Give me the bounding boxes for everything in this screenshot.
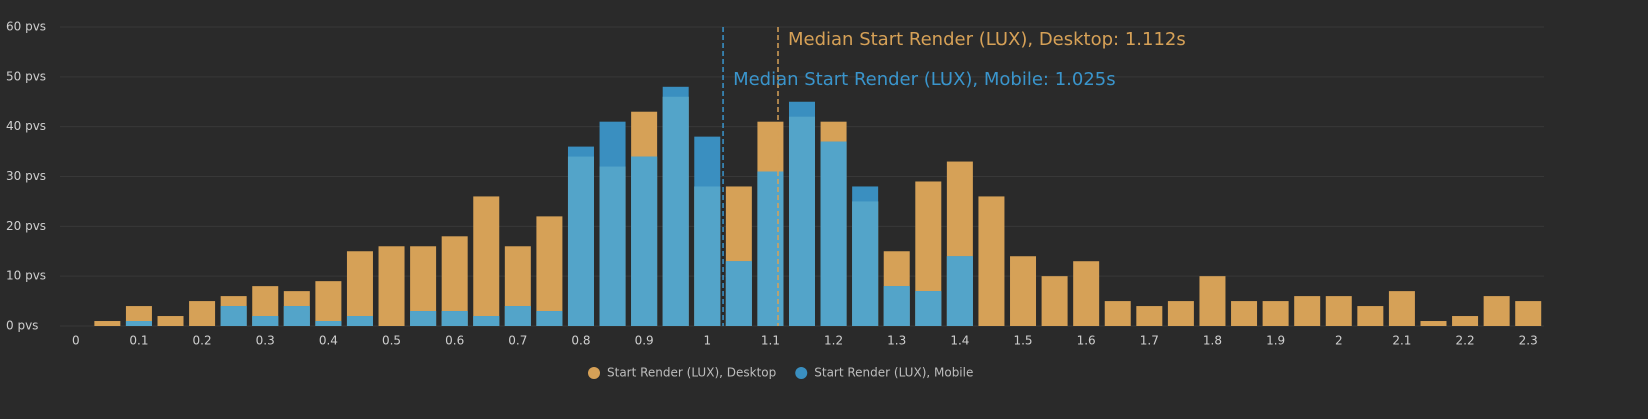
bar-overlap [820,141,847,326]
bar [378,246,405,326]
bar [1515,301,1542,326]
bar-overlap [852,201,879,326]
bar [536,216,563,326]
bar-overlap [504,306,531,326]
bar [1262,301,1289,326]
bar-overlap [946,256,973,326]
legend-label[interactable]: Start Render (LUX), Mobile [814,366,973,380]
bar [1041,276,1068,326]
bar-overlap [631,156,658,326]
bar [1167,301,1194,326]
x-tick-label: 1.4 [950,334,969,348]
bar-overlap [283,306,310,326]
bar [1136,306,1163,326]
bar [978,196,1005,326]
median-label: Median Start Render (LUX), Desktop: 1.11… [788,29,1186,50]
bar-overlap [220,306,247,326]
bar [1073,261,1100,326]
x-tick-label: 1.7 [1140,334,1159,348]
bar-overlap [125,321,152,326]
bar [1420,321,1447,326]
y-tick-label: 50 pvs [6,69,46,83]
bar [1010,256,1037,326]
x-tick-label: 0 [72,334,80,348]
bar-overlap [694,186,721,326]
x-tick-label: 1.2 [824,334,843,348]
bar-overlap [725,261,752,326]
bar [1357,306,1384,326]
x-tick-label: 1.1 [761,334,780,348]
x-tick-label: 1 [703,334,711,348]
bar [315,281,342,326]
bar-overlap [599,166,626,326]
x-tick-label: 0.8 [571,334,590,348]
bar-overlap [662,96,689,327]
y-tick-label: 0 pvs [6,319,38,333]
x-tick-label: 0.7 [508,334,527,348]
bar-overlap [346,316,373,326]
bar-overlap [252,316,279,326]
legend-label[interactable]: Start Render (LUX), Desktop [607,366,776,380]
x-tick-label: 0.9 [635,334,654,348]
bar [346,251,373,326]
x-tick-label: 0.6 [445,334,464,348]
bar-overlap [410,311,437,326]
x-tick-label: 0.4 [319,334,338,348]
bar-overlap [567,156,594,326]
x-tick-label: 1.6 [1077,334,1096,348]
bar [473,196,500,326]
x-tick-label: 0.1 [129,334,148,348]
bar [1388,291,1415,326]
bar-overlap [883,286,910,326]
x-tick-label: 2 [1335,334,1343,348]
bar [1104,301,1131,326]
bar [1199,276,1226,326]
x-tick-label: 1.9 [1266,334,1285,348]
bar [1483,296,1510,326]
x-tick-label: 1.8 [1203,334,1222,348]
y-tick-label: 60 pvs [6,20,46,34]
bar [94,321,121,326]
y-tick-label: 40 pvs [6,119,46,133]
x-tick-label: 0.2 [193,334,212,348]
bar-overlap [441,311,468,326]
bar-overlap [473,316,500,326]
x-tick-label: 1.5 [1013,334,1032,348]
bar-overlap [915,291,942,326]
legend-marker [588,367,600,379]
legend-marker [795,367,808,379]
median-label: Median Start Render (LUX), Mobile: 1.025… [733,69,1116,90]
y-tick-label: 20 pvs [6,219,46,233]
bar [1294,296,1321,326]
x-tick-label: 2.1 [1392,334,1411,348]
bar-overlap [536,311,563,326]
x-tick-label: 0.3 [256,334,275,348]
bar [1231,301,1258,326]
bar [1325,296,1352,326]
y-tick-label: 30 pvs [6,169,46,183]
x-tick-label: 0.5 [382,334,401,348]
bar-overlap [315,321,342,326]
x-tick-label: 2.2 [1456,334,1475,348]
y-tick-label: 10 pvs [6,269,46,283]
bar [157,316,184,326]
bar [1452,316,1479,326]
x-tick-label: 1.3 [887,334,906,348]
bar-overlap [757,171,784,326]
bar [189,301,216,326]
x-tick-label: 2.3 [1519,334,1538,348]
bar-overlap [789,116,815,326]
